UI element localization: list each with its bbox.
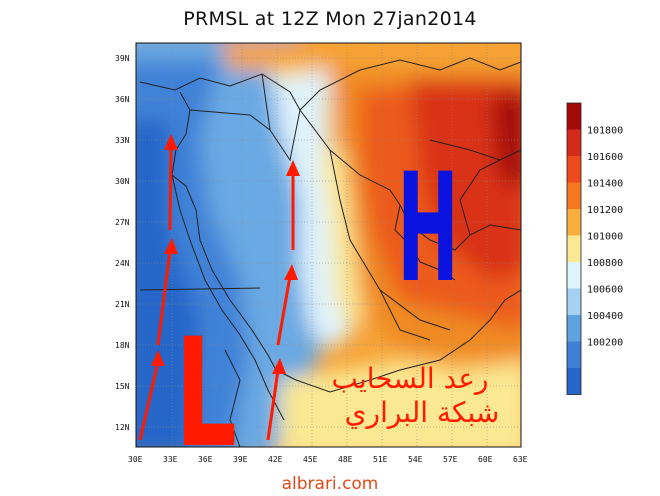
- low-pressure-marker: L: [175, 307, 237, 481]
- colorbar-swatch: [567, 368, 581, 395]
- colorbar-label: 101800: [587, 126, 623, 137]
- colorbar-label: 101600: [587, 152, 623, 163]
- red-wind-arrow-icon: [164, 134, 178, 231]
- lon-tick-label: 54E: [408, 455, 423, 464]
- colorbar-swatch: [567, 182, 581, 209]
- watermark-line-1: رعد السحايب: [331, 362, 488, 395]
- colorbar: 101800 101600 101400 101200 101000 100800 1006…: [566, 102, 623, 395]
- lon-tick-label: 51E: [373, 455, 388, 464]
- lon-tick-label: 57E: [443, 455, 458, 464]
- watermark-line-2: شبكة البراري: [345, 396, 500, 429]
- latitude-axis: 39N 36N 33N 30N 27N 24N 21N 18N 15N 12N: [115, 54, 130, 432]
- colorbar-swatch: [567, 315, 581, 342]
- colorbar-label: 100600: [587, 285, 623, 296]
- red-wind-arrow-icon: [286, 160, 300, 250]
- lon-tick-label: 36E: [198, 455, 213, 464]
- map-plot-area: H L رعد السحايب شبكة البراري: [136, 43, 521, 481]
- red-wind-arrow-icon: [138, 350, 165, 441]
- lat-tick-label: 24N: [115, 259, 130, 268]
- plot-frame: [135, 42, 522, 448]
- lat-tick-label: 12N: [115, 423, 130, 432]
- lat-tick-label: 33N: [115, 136, 130, 145]
- red-wind-arrow-icon: [276, 264, 298, 346]
- lat-tick-label: 27N: [115, 218, 130, 227]
- red-wind-arrow-icon: [266, 358, 286, 441]
- colorbar-label: 101200: [587, 205, 623, 216]
- colorbar-label: 100400: [587, 311, 623, 322]
- high-pressure-marker: H: [397, 142, 459, 316]
- lon-tick-label: 30E: [128, 455, 143, 464]
- colorbar-swatch: [567, 129, 581, 156]
- lon-tick-label: 45E: [303, 455, 318, 464]
- colorbar-swatch: [567, 288, 581, 315]
- lat-tick-label: 15N: [115, 382, 130, 391]
- lat-tick-label: 18N: [115, 341, 130, 350]
- lat-tick-label: 36N: [115, 95, 130, 104]
- lon-tick-label: 33E: [163, 455, 178, 464]
- lon-tick-label: 48E: [338, 455, 353, 464]
- lat-tick-label: 30N: [115, 177, 130, 186]
- colorbar-label: 101400: [587, 179, 623, 190]
- lat-tick-label: 39N: [115, 54, 130, 63]
- map-title: PRMSL at 12Z Mon 27jan2014: [183, 8, 477, 30]
- colorbar-label: 101000: [587, 232, 623, 243]
- colorbar-swatch: [567, 341, 581, 368]
- lon-tick-label: 39E: [233, 455, 248, 464]
- lon-tick-label: 60E: [478, 455, 493, 464]
- colorbar-swatch: [567, 235, 581, 262]
- lon-tick-label: 42E: [268, 455, 283, 464]
- colorbar-label: 100200: [587, 338, 623, 349]
- red-wind-arrow-icon: [156, 238, 178, 346]
- colorbar-swatch: [567, 262, 581, 289]
- colorbar-swatch: [567, 156, 581, 183]
- wind-arrows: [138, 134, 300, 441]
- colorbar-swatch: [567, 103, 581, 130]
- lat-tick-label: 21N: [115, 300, 130, 309]
- colorbar-frame: [566, 102, 582, 395]
- colorbar-label: 100800: [587, 258, 623, 269]
- longitude-axis: 30E 33E 36E 39E 42E 45E 48E 51E 54E 57E …: [128, 455, 528, 464]
- footer-site-name[interactable]: albrari.com: [281, 474, 379, 494]
- lon-tick-label: 63E: [513, 455, 528, 464]
- colorbar-swatch: [567, 209, 581, 236]
- coastlines: [139, 57, 521, 447]
